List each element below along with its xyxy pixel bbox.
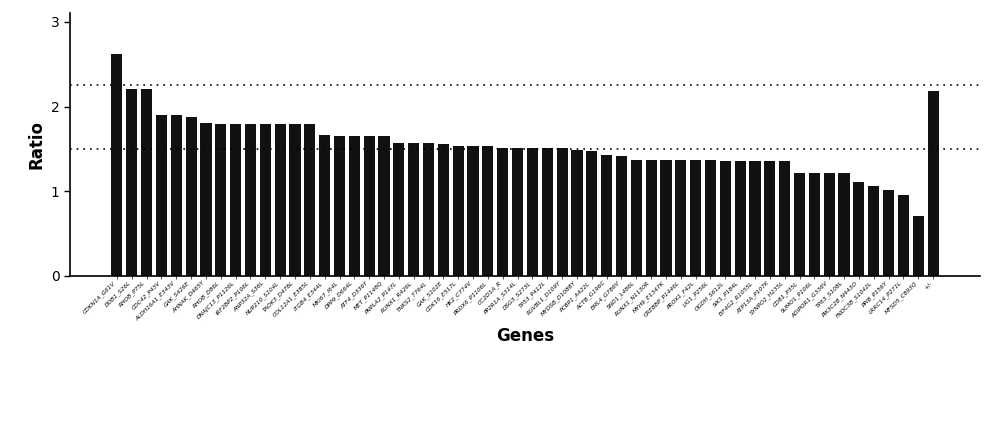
Bar: [646, 160, 657, 276]
Bar: [453, 146, 464, 276]
Bar: [883, 190, 894, 276]
Bar: [304, 124, 315, 276]
Bar: [245, 124, 256, 276]
Bar: [928, 91, 939, 276]
Bar: [735, 161, 746, 276]
X-axis label: Genes: Genes: [496, 328, 554, 345]
Bar: [141, 89, 152, 276]
Bar: [423, 143, 434, 276]
Bar: [512, 148, 523, 276]
Bar: [111, 54, 122, 276]
Bar: [557, 148, 568, 276]
Bar: [838, 174, 850, 276]
Bar: [334, 136, 345, 276]
Bar: [378, 136, 390, 276]
Bar: [571, 150, 583, 276]
Bar: [349, 136, 360, 276]
Bar: [364, 136, 375, 276]
Bar: [497, 148, 508, 276]
Bar: [171, 115, 182, 276]
Bar: [126, 89, 137, 276]
Bar: [794, 173, 805, 276]
Bar: [542, 148, 553, 276]
Bar: [156, 115, 167, 276]
Bar: [853, 182, 864, 276]
Bar: [586, 150, 597, 276]
Bar: [393, 143, 404, 276]
Bar: [705, 160, 716, 276]
Bar: [319, 135, 330, 276]
Bar: [868, 186, 879, 276]
Bar: [215, 124, 226, 276]
Bar: [482, 146, 493, 276]
Bar: [631, 160, 642, 276]
Bar: [289, 124, 301, 276]
Bar: [720, 161, 731, 276]
Bar: [690, 160, 701, 276]
Bar: [898, 194, 909, 276]
Bar: [660, 160, 672, 276]
Bar: [467, 146, 479, 276]
Bar: [527, 148, 538, 276]
Bar: [275, 124, 286, 276]
Bar: [408, 143, 419, 276]
Bar: [675, 160, 686, 276]
Bar: [438, 144, 449, 276]
Bar: [616, 156, 627, 276]
Bar: [809, 174, 820, 276]
Bar: [200, 123, 212, 276]
Bar: [913, 216, 924, 276]
Bar: [601, 155, 612, 276]
Bar: [824, 174, 835, 276]
Bar: [749, 161, 761, 276]
Y-axis label: Ratio: Ratio: [27, 120, 45, 169]
Bar: [186, 117, 197, 276]
Bar: [779, 161, 790, 276]
Bar: [260, 124, 271, 276]
Bar: [230, 124, 241, 276]
Bar: [764, 161, 775, 276]
